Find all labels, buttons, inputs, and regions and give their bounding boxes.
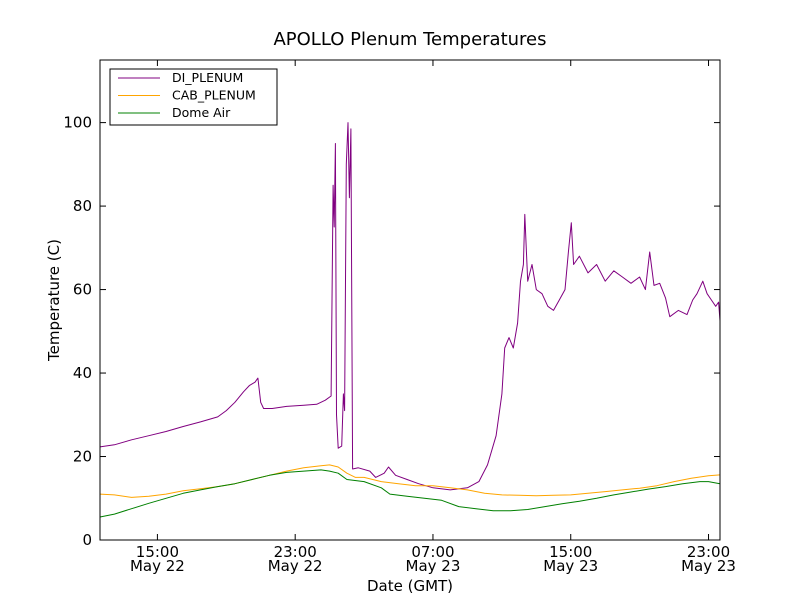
x-tick-label-time: 15:00 bbox=[549, 543, 592, 561]
x-tick-label-date: May 22 bbox=[130, 557, 185, 575]
x-axis-label: Date (GMT) bbox=[367, 577, 453, 595]
y-tick-label: 40 bbox=[73, 364, 92, 382]
x-tick-label-time: 23:00 bbox=[687, 543, 730, 561]
legend-label: Dome Air bbox=[172, 105, 231, 120]
series-line-dome-air bbox=[99, 469, 721, 518]
legend-label: CAB_PLENUM bbox=[172, 88, 256, 103]
y-tick-label: 20 bbox=[73, 448, 92, 466]
y-tick-label: 60 bbox=[73, 281, 92, 299]
x-tick-label-date: May 23 bbox=[543, 557, 598, 575]
x-tick-label-date: May 23 bbox=[406, 557, 461, 575]
axes-frame bbox=[99, 59, 721, 541]
x-tick-label-date: May 23 bbox=[681, 557, 736, 575]
chart-title: APOLLO Plenum Temperatures bbox=[273, 29, 546, 50]
series-line-di-plenum bbox=[99, 122, 721, 491]
y-tick-label: 0 bbox=[82, 531, 92, 549]
x-tick-label-time: 07:00 bbox=[411, 543, 454, 561]
x-tick-label-time: 23:00 bbox=[274, 543, 317, 561]
y-axis-label: Temperature (C) bbox=[45, 239, 63, 362]
series-line-cab-plenum bbox=[99, 464, 721, 498]
legend-label: DI_PLENUM bbox=[172, 70, 243, 85]
x-tick-label-date: May 22 bbox=[268, 557, 323, 575]
x-tick-label-time: 15:00 bbox=[136, 543, 179, 561]
y-tick-label: 80 bbox=[73, 197, 92, 215]
y-tick-label: 100 bbox=[63, 114, 92, 132]
